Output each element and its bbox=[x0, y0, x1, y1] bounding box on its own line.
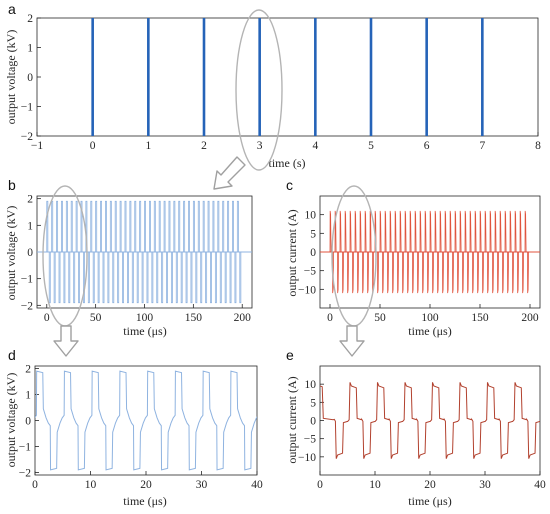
y-tick-label: 10 bbox=[305, 210, 317, 222]
panel-a-label: a bbox=[8, 1, 16, 17]
x-tick-label: 8 bbox=[535, 140, 541, 152]
panel-a-highlight-ellipse bbox=[235, 9, 283, 171]
panel-c-plot bbox=[320, 210, 540, 294]
panel-e-xlabel: time (μs) bbox=[408, 494, 451, 508]
y-tick-label: 0 bbox=[27, 72, 33, 84]
panel-b: b output voltage (kV) time (μs) 0 50 100 15… bbox=[4, 177, 253, 338]
y-tick-label: −2 bbox=[21, 131, 33, 143]
y-tick-label: 2 bbox=[27, 13, 33, 25]
x-tick-label: 30 bbox=[196, 479, 208, 491]
panel-e-plot bbox=[320, 382, 540, 459]
y-tick-label: 0 bbox=[310, 416, 316, 428]
x-tick-label: 200 bbox=[521, 312, 539, 324]
current-waveform-trace bbox=[320, 382, 540, 459]
x-tick-label: 1 bbox=[145, 140, 151, 152]
x-tick-label: 3 bbox=[257, 140, 263, 152]
y-tick-label: −10 bbox=[298, 284, 316, 296]
panel-e-ylabel: output current (A) bbox=[285, 376, 299, 463]
panel-e-frame bbox=[319, 365, 541, 476]
panel-b-xlabel: time (μs) bbox=[123, 324, 166, 338]
y-tick-label: 1 bbox=[27, 43, 33, 55]
panel-d-ylabel: output voltage (kV) bbox=[4, 373, 18, 468]
panel-a-xlabel: time (s) bbox=[269, 156, 306, 170]
x-tick-label: 100 bbox=[136, 312, 154, 324]
x-tick-label: 10 bbox=[369, 479, 381, 491]
panel-a-frame bbox=[36, 17, 539, 137]
panel-c-ylabel: output current (A) bbox=[285, 209, 299, 296]
panel-b-label: b bbox=[8, 177, 16, 193]
arrow-c-to-e bbox=[339, 325, 365, 357]
x-tick-label: 50 bbox=[90, 312, 102, 324]
panel-e-label: e bbox=[286, 347, 294, 363]
y-tick-label: −5 bbox=[304, 266, 316, 278]
x-tick-label: 20 bbox=[140, 479, 152, 491]
x-tick-label: 5 bbox=[368, 140, 374, 152]
y-tick-label: 0 bbox=[25, 416, 31, 428]
panel-b-ticks: 0 50 100 150 200 −2 −1 0 1 2 bbox=[21, 194, 251, 324]
x-tick-label: 10 bbox=[85, 479, 97, 491]
y-tick-label: 5 bbox=[310, 397, 316, 409]
y-tick-label: −10 bbox=[298, 452, 316, 464]
x-tick-label: 40 bbox=[251, 479, 263, 491]
panel-b-ylabel: output voltage (kV) bbox=[4, 206, 18, 301]
panel-c-xlabel: time (μs) bbox=[408, 324, 451, 338]
x-tick-label: 0 bbox=[317, 479, 323, 491]
y-tick-label: −1 bbox=[21, 102, 33, 114]
x-tick-label: 100 bbox=[421, 312, 439, 324]
arrow-a-to-b bbox=[213, 156, 246, 190]
y-tick-label: −2 bbox=[19, 467, 31, 479]
y-tick-label: 10 bbox=[305, 379, 317, 391]
y-tick-label: 1 bbox=[25, 390, 31, 402]
voltage-waveform-trace bbox=[35, 370, 257, 471]
y-tick-label: 2 bbox=[27, 194, 33, 206]
y-tick-label: 5 bbox=[310, 228, 316, 240]
x-tick-label: 2 bbox=[201, 140, 207, 152]
x-tick-label: 7 bbox=[479, 140, 485, 152]
y-tick-label: −2 bbox=[21, 300, 33, 312]
panel-d-xlabel: time (μs) bbox=[123, 494, 166, 508]
voltage-burst-trace bbox=[46, 200, 243, 304]
y-tick-label: 0 bbox=[27, 247, 33, 259]
x-tick-label: 20 bbox=[424, 479, 436, 491]
x-tick-label: 40 bbox=[534, 479, 546, 491]
x-tick-label: −1 bbox=[31, 140, 43, 152]
y-tick-label: −5 bbox=[304, 434, 316, 446]
x-tick-label: 150 bbox=[471, 312, 489, 324]
panel-b-plot bbox=[37, 200, 252, 304]
y-tick-label: −1 bbox=[21, 274, 33, 286]
panel-a: a output voltage (kV) time (s) −1 0 1 2 3 4 5 6… bbox=[4, 1, 541, 171]
panel-d-plot bbox=[35, 370, 257, 471]
x-tick-label: 6 bbox=[424, 140, 430, 152]
x-tick-label: 4 bbox=[312, 140, 318, 152]
x-tick-label: 150 bbox=[185, 312, 203, 324]
arrow-b-to-d bbox=[53, 325, 79, 357]
x-tick-label: 50 bbox=[374, 312, 386, 324]
x-tick-label: 0 bbox=[90, 140, 96, 152]
x-tick-label: 200 bbox=[234, 312, 252, 324]
panel-a-plot bbox=[91, 18, 484, 136]
y-tick-label: −1 bbox=[19, 441, 31, 453]
panel-d-ticks: 0 10 20 30 40 −2 −1 0 1 2 bbox=[19, 364, 263, 491]
x-tick-label: 0 bbox=[44, 312, 50, 324]
panel-c-ticks: 0 50 100 150 200 −10 −5 0 5 10 bbox=[298, 210, 539, 324]
y-tick-label: 2 bbox=[25, 364, 31, 376]
y-tick-label: 1 bbox=[27, 220, 33, 232]
panel-c-label: c bbox=[286, 177, 293, 193]
panel-a-ylabel: output voltage (kV) bbox=[4, 30, 18, 125]
x-tick-label: 0 bbox=[32, 479, 38, 491]
panel-d-label: d bbox=[8, 347, 16, 363]
panel-d: d output voltage (kV) time (μs) 0 10 20 30 4… bbox=[4, 347, 263, 508]
panel-e: e output current (A) time (μs) 0 10 20 30 40… bbox=[285, 347, 546, 508]
panel-e-ticks: 0 10 20 30 40 −10 −5 0 5 10 bbox=[298, 379, 546, 491]
current-burst-trace bbox=[329, 210, 530, 294]
y-tick-label: 0 bbox=[310, 247, 316, 259]
x-tick-label: 30 bbox=[479, 479, 491, 491]
panel-c: c output current (A) time (μs) 0 50 100 150… bbox=[285, 177, 541, 338]
x-tick-label: 0 bbox=[327, 312, 333, 324]
